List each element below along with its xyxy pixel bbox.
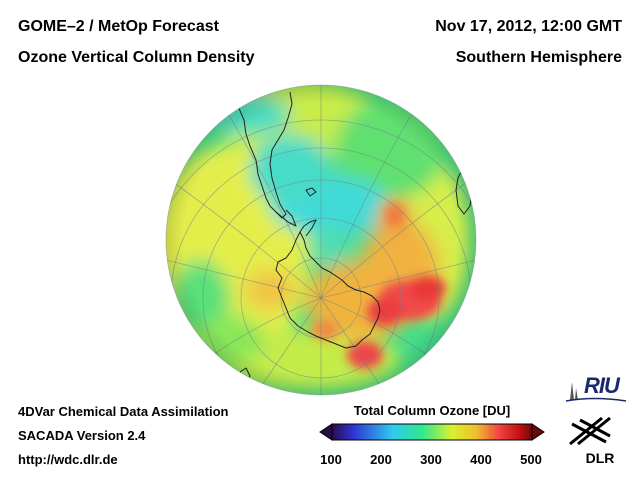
source-url[interactable]: http://wdc.dlr.de <box>18 452 118 467</box>
colorbar-min-arrow <box>319 423 333 441</box>
colorbar-tick: 500 <box>520 452 542 467</box>
dlr-logo-text: DLR <box>585 450 615 466</box>
globe-outline <box>165 84 477 396</box>
map-title: GOME–2 / MetOp Forecast <box>18 18 219 35</box>
riu-logo-underline <box>565 397 627 402</box>
riu-logo-mark <box>570 382 578 400</box>
ozone-globe-map <box>165 84 477 396</box>
method-label: 4DVar Chemical Data Assimilation <box>18 404 229 419</box>
colorbar-tick: 200 <box>370 452 392 467</box>
colorbar-max-arrow <box>531 423 545 441</box>
dlr-logo-mark <box>569 416 611 446</box>
colorbar-tick: 100 <box>320 452 342 467</box>
colorbar-tick: 300 <box>420 452 442 467</box>
colorbar-title: Total Column Ozone [DU] <box>353 403 511 418</box>
colorbar-tick: 400 <box>470 452 492 467</box>
australia-coast <box>193 371 215 393</box>
globe-limb-shading <box>166 85 476 395</box>
colorbar-gradient <box>331 423 533 441</box>
riu-logo <box>565 382 627 402</box>
riu-logo-text: RIU <box>584 373 620 398</box>
map-region: Southern Hemisphere <box>455 49 622 66</box>
colorbar <box>319 423 545 441</box>
map-date: Nov 17, 2012, 12:00 GMT <box>435 18 622 35</box>
version-label: SACADA Version 2.4 <box>18 428 146 443</box>
map-subtitle: Ozone Vertical Column Density <box>18 49 255 66</box>
dlr-logo <box>569 416 611 446</box>
